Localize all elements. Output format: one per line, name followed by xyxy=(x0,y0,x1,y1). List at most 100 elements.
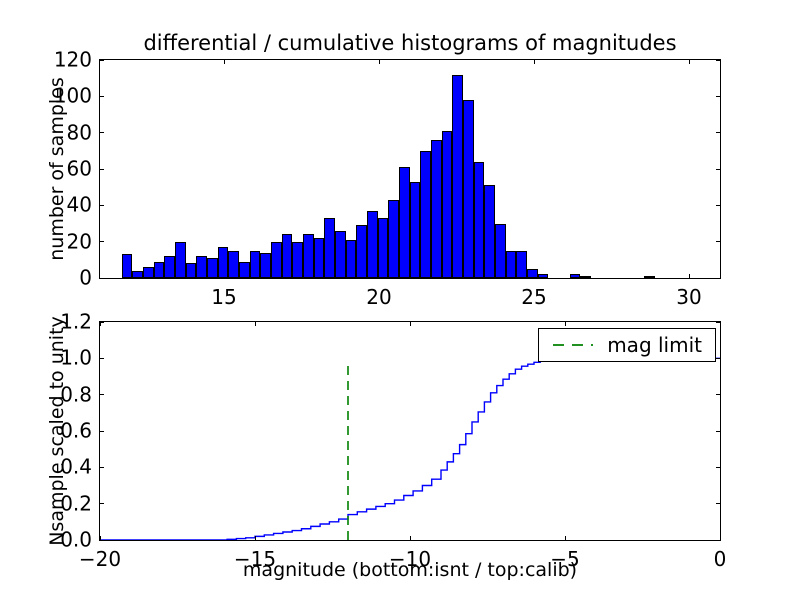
y-tick-label: 60 xyxy=(66,156,92,181)
y-tick-label: 100 xyxy=(53,83,92,108)
x-tick-mark xyxy=(254,322,256,326)
x-tick-mark xyxy=(254,536,256,540)
y-tick-mark xyxy=(100,539,104,541)
histogram-bar xyxy=(228,250,239,278)
x-tick-label: 0 xyxy=(713,547,727,571)
x-tick-mark xyxy=(688,60,690,64)
y-tick-mark xyxy=(716,503,720,505)
bottom-x-axis-label: magnitude (bottom:isnt / top:calib) xyxy=(242,559,578,581)
y-tick-mark xyxy=(716,95,720,97)
y-tick-mark xyxy=(716,59,720,61)
y-tick-mark xyxy=(100,503,104,505)
y-tick-mark xyxy=(100,59,104,61)
histogram-bar xyxy=(398,167,410,278)
y-tick-mark xyxy=(100,430,104,432)
histogram-bar xyxy=(569,274,581,278)
x-tick-mark xyxy=(223,60,225,64)
histogram-bar xyxy=(420,150,431,278)
histogram-bar xyxy=(292,241,303,278)
histogram-bar xyxy=(580,276,591,278)
histogram-bar xyxy=(270,241,282,278)
x-tick-mark xyxy=(99,322,101,326)
histogram-bar xyxy=(537,274,549,278)
y-tick-mark xyxy=(716,132,720,134)
y-tick-label: 1.2 xyxy=(60,309,92,334)
y-tick-mark xyxy=(100,277,104,279)
histogram-bar xyxy=(345,239,357,278)
x-tick-label: −15 xyxy=(233,547,277,571)
cumulative-step-curve xyxy=(100,357,720,540)
y-tick-label: 80 xyxy=(66,120,92,145)
histogram-bar xyxy=(377,218,389,278)
histogram-bar xyxy=(175,241,186,278)
y-tick-mark xyxy=(100,357,104,359)
histogram-bar xyxy=(249,250,261,278)
y-tick-label: 1.0 xyxy=(60,345,92,370)
x-tick-label: 30 xyxy=(676,285,702,309)
y-tick-mark xyxy=(100,321,104,323)
y-tick-mark xyxy=(716,539,720,541)
histogram-bar xyxy=(505,250,517,278)
y-tick-label: 0.0 xyxy=(60,527,92,552)
y-tick-mark xyxy=(100,95,104,97)
histogram-bar xyxy=(409,181,421,278)
histogram-bar xyxy=(121,254,133,278)
histogram-bar xyxy=(196,256,207,278)
histogram-bar xyxy=(324,218,335,278)
x-tick-mark xyxy=(719,322,721,326)
y-tick-mark xyxy=(716,394,720,396)
x-tick-label: 20 xyxy=(366,285,392,309)
y-tick-mark xyxy=(100,204,104,206)
histogram-bar xyxy=(526,268,538,278)
histogram-bar xyxy=(217,247,229,278)
histogram-bar xyxy=(239,261,250,278)
legend-box: mag limit xyxy=(538,328,716,362)
histogram-bar xyxy=(356,225,367,278)
y-tick-mark xyxy=(100,132,104,134)
histogram-bar xyxy=(143,267,154,278)
y-tick-mark xyxy=(100,241,104,243)
x-tick-mark xyxy=(409,536,411,540)
y-tick-label: 0 xyxy=(79,265,92,290)
y-tick-label: 0.8 xyxy=(60,382,92,407)
x-tick-mark xyxy=(409,322,411,326)
y-tick-mark xyxy=(716,357,720,359)
x-tick-label: 15 xyxy=(211,285,237,309)
histogram-bar xyxy=(452,74,463,278)
y-tick-label: 0.6 xyxy=(60,418,92,443)
bottom-axes-cumulative: mag limit −20 −15 −10 −5 0 0.0 0.2 0.4 0.6 0.8 1.0… xyxy=(60,310,726,571)
y-tick-label: 40 xyxy=(66,192,92,217)
x-tick-label: −10 xyxy=(388,547,432,571)
y-tick-mark xyxy=(100,466,104,468)
histogram-bar xyxy=(462,99,474,278)
histogram-bar xyxy=(473,161,485,278)
x-tick-mark xyxy=(378,60,380,64)
histogram-bar xyxy=(494,223,506,278)
figure-title: differential / cumulative histograms of … xyxy=(143,31,677,55)
histogram-bar xyxy=(185,263,197,278)
y-tick-label: 0.4 xyxy=(60,454,92,479)
mag-limit-line-sample xyxy=(553,344,594,346)
histogram-bar xyxy=(484,185,495,278)
y-tick-mark xyxy=(716,168,720,170)
x-tick-label: 25 xyxy=(521,285,547,309)
histogram-bar xyxy=(260,252,271,278)
histogram-bar xyxy=(302,234,314,278)
x-tick-mark xyxy=(533,60,535,64)
y-tick-mark xyxy=(716,204,720,206)
x-tick-label: −5 xyxy=(550,547,580,571)
x-tick-mark xyxy=(564,536,566,540)
histogram-bar xyxy=(132,270,144,278)
x-tick-mark xyxy=(719,536,721,540)
legend-label: mag limit xyxy=(607,333,702,357)
y-tick-mark xyxy=(716,241,720,243)
top-axes-histogram: 15 20 25 30 0 20 40 60 80 100 120 xyxy=(54,48,721,309)
x-tick-mark xyxy=(564,322,566,326)
x-tick-label: −20 xyxy=(78,547,122,571)
histogram-bar xyxy=(207,258,218,278)
histogram-bar xyxy=(313,238,325,278)
histogram-bar xyxy=(388,199,399,278)
y-tick-label: 0.2 xyxy=(60,491,92,516)
y-tick-mark xyxy=(716,321,720,323)
